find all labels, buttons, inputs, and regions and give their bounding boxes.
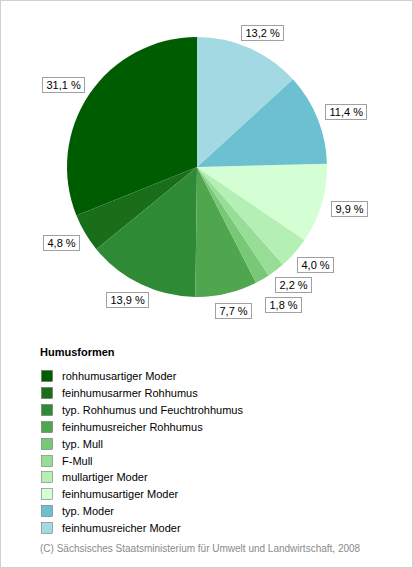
legend-swatch (42, 506, 53, 517)
chart: 13,2 % 11,4 % 9,9 % 4,0 % 2,2 % 1,8 % 7,7 % 13,… (0, 0, 413, 568)
data-label-box (44, 236, 80, 251)
legend-item: feinhumusartiger Moder (42, 488, 179, 500)
data-label-text: 13,2 % (246, 27, 280, 39)
data-label-text: 13,9 % (111, 294, 145, 306)
legend-swatch (42, 405, 53, 416)
frame (1, 1, 413, 568)
data-label-box (43, 78, 85, 93)
pie-slice (197, 37, 293, 167)
legend: Humusformen rohhumusartiger Moder feinhumu… (40, 346, 243, 534)
data-label: 1,8 % (266, 298, 302, 313)
data-label-box (242, 26, 284, 41)
legend-swatch (42, 523, 53, 534)
legend-swatch (42, 388, 53, 399)
legend-item: typ. Mull (42, 438, 103, 450)
legend-swatch (42, 371, 53, 382)
data-label: 13,9 % (107, 293, 149, 308)
data-label-text: 4,8 % (48, 237, 76, 249)
data-label: 4,0 % (298, 258, 334, 273)
legend-item: mullartiger Moder (42, 471, 148, 483)
legend-label: rohhumusartiger Moder (62, 370, 177, 382)
legend-label: F-Mull (62, 455, 93, 467)
data-label-text: 9,9 % (336, 203, 364, 215)
data-label-box (332, 202, 368, 217)
data-label-box (298, 258, 334, 273)
data-label: 31,1 % (43, 78, 85, 93)
legend-label: mullartiger Moder (62, 471, 148, 483)
pie (67, 37, 327, 297)
data-label: 4,8 % (44, 236, 80, 251)
legend-swatch (42, 439, 53, 450)
legend-item: feinhumusreicher Moder (42, 522, 181, 534)
legend-item: F-Mull (42, 455, 93, 467)
legend-item: typ. Moder (42, 505, 115, 517)
legend-label: feinhumusreicher Moder (62, 522, 181, 534)
data-label-box (276, 278, 312, 293)
data-label: 2,2 % (276, 278, 312, 293)
data-label-box (326, 105, 367, 120)
data-label-text: 7,7 % (220, 305, 248, 317)
data-labels: 13,2 % 11,4 % 9,9 % 4,0 % 2,2 % 1,8 % 7,7 % 13,… (43, 26, 368, 319)
data-label-box (107, 293, 149, 308)
data-label-box (266, 298, 302, 313)
legend-item: feinhumusarmer Rohhumus (42, 387, 199, 399)
legend-item: feinhumusreicher Rohhumus (42, 421, 204, 433)
legend-swatch (42, 456, 53, 467)
data-label: 9,9 % (332, 202, 368, 217)
pie-slice (197, 164, 327, 240)
legend-swatch (42, 472, 53, 483)
data-label: 13,2 % (242, 26, 284, 41)
legend-label: typ. Moder (62, 505, 114, 517)
data-label: 11,4 % (326, 105, 367, 120)
legend-swatch (42, 489, 53, 500)
legend-label: typ. Mull (62, 438, 103, 450)
legend-item: rohhumusartiger Moder (42, 370, 177, 382)
legend-label: feinhumusarmer Rohhumus (62, 387, 198, 399)
legend-label: typ. Rohhumus und Feuchtrohhumus (62, 404, 243, 416)
source: (C) Sächsisches Staatsministerium für Um… (40, 543, 361, 554)
legend-label: feinhumusreicher Rohhumus (62, 421, 203, 433)
data-label-text: 1,8 % (270, 299, 298, 311)
data-label-box (216, 304, 252, 319)
data-label-text: 4,0 % (302, 259, 330, 271)
legend-item: typ. Rohhumus und Feuchtrohhumus (42, 404, 244, 416)
data-label-text: 2,2 % (280, 279, 308, 291)
data-label-text: 31,1 % (47, 79, 81, 91)
legend-swatch (42, 422, 53, 433)
data-label: 7,7 % (216, 304, 252, 319)
legend-title: Humusformen (40, 346, 115, 358)
pie-slice (96, 167, 197, 297)
data-label-text: 11,4 % (330, 106, 364, 118)
legend-label: feinhumusartiger Moder (62, 488, 179, 500)
